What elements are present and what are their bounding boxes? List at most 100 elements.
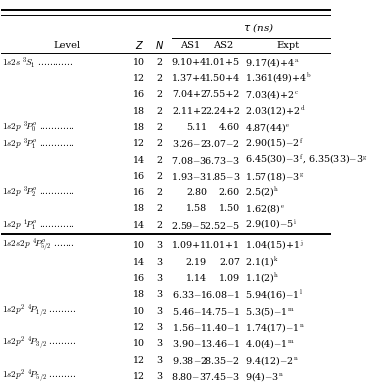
- Text: $N$: $N$: [155, 40, 164, 51]
- Text: 1.01+1: 1.01+1: [205, 242, 240, 250]
- Text: 16: 16: [133, 188, 146, 197]
- Text: 2.1(1)$^{\mathrm{k}}$: 2.1(1)$^{\mathrm{k}}$: [245, 255, 279, 269]
- Text: 2.60: 2.60: [219, 188, 240, 197]
- Text: 14: 14: [133, 221, 145, 230]
- Text: 1.56$-$1: 1.56$-$1: [172, 322, 207, 333]
- Text: 6.08$-$1: 6.08$-$1: [205, 289, 240, 300]
- Text: 2.11+2: 2.11+2: [172, 107, 207, 116]
- Text: 2: 2: [156, 74, 162, 83]
- Text: 2: 2: [156, 172, 162, 181]
- Text: 14: 14: [133, 258, 145, 267]
- Text: 8.80$-$3: 8.80$-$3: [172, 371, 207, 382]
- Text: 2: 2: [156, 58, 162, 67]
- Text: 1.361(49)+4$^{\mathrm{b}}$: 1.361(49)+4$^{\mathrm{b}}$: [245, 72, 311, 85]
- Text: 6.45(30)$-$3$^{\mathrm{f}}$, 6.35(33)$-$3$^{\mathrm{g}}$: 6.45(30)$-$3$^{\mathrm{f}}$, 6.35(33)$-$…: [245, 153, 368, 167]
- Text: 2: 2: [156, 204, 162, 214]
- Text: 12: 12: [133, 74, 145, 83]
- Text: 1.50: 1.50: [219, 204, 240, 214]
- Text: 1.09: 1.09: [219, 274, 240, 283]
- Text: 8.35$-$2: 8.35$-$2: [204, 354, 240, 366]
- Text: 16: 16: [133, 274, 146, 283]
- Text: 2.90(15)$-$2$^{\mathrm{f}}$: 2.90(15)$-$2$^{\mathrm{f}}$: [245, 137, 304, 151]
- Text: 18: 18: [133, 204, 145, 214]
- Text: $1s2p\ ^{1}\!P_{1}^{o}$ ............: $1s2p\ ^{1}\!P_{1}^{o}$ ............: [2, 217, 75, 233]
- Text: $Z$: $Z$: [135, 40, 144, 51]
- Text: 10: 10: [133, 307, 145, 316]
- Text: 6.33$-$1: 6.33$-$1: [172, 289, 207, 300]
- Text: 2.52$-$5: 2.52$-$5: [204, 220, 240, 231]
- Text: $1s2p\ ^{3}\!P_{2}^{o}$ ............: $1s2p\ ^{3}\!P_{2}^{o}$ ............: [2, 185, 75, 200]
- Text: 4.75$-$1: 4.75$-$1: [205, 306, 240, 317]
- Text: $1s2p\ ^{3}\!P_{0}^{o}$ ............: $1s2p\ ^{3}\!P_{0}^{o}$ ............: [2, 119, 75, 135]
- Text: AS1: AS1: [180, 41, 201, 50]
- Text: 2: 2: [156, 107, 162, 116]
- Text: 3.90$-$1: 3.90$-$1: [172, 338, 207, 349]
- Text: 7.55+2: 7.55+2: [205, 90, 240, 99]
- Text: 3: 3: [156, 323, 162, 332]
- Text: 3: 3: [156, 274, 162, 283]
- Text: 3.26$-$2: 3.26$-$2: [172, 138, 207, 149]
- Text: 10: 10: [133, 58, 145, 67]
- Text: 1.62(8)$^{\mathrm{e}}$: 1.62(8)$^{\mathrm{e}}$: [245, 202, 285, 215]
- Text: 1.01+5: 1.01+5: [205, 58, 240, 67]
- Text: 2.59$-$5: 2.59$-$5: [172, 220, 207, 231]
- Text: AS2: AS2: [213, 41, 234, 50]
- Text: 18: 18: [133, 290, 145, 300]
- Text: 1.04(15)+1$^{\mathrm{j}}$: 1.04(15)+1$^{\mathrm{j}}$: [245, 239, 304, 253]
- Text: 3: 3: [156, 242, 162, 250]
- Text: 7.45$-$3: 7.45$-$3: [204, 371, 240, 382]
- Text: 12: 12: [133, 372, 145, 381]
- Text: 2.19: 2.19: [186, 258, 207, 267]
- Text: 7.08$-$3: 7.08$-$3: [171, 154, 207, 166]
- Text: 2.5(2)$^{\mathrm{h}}$: 2.5(2)$^{\mathrm{h}}$: [245, 186, 280, 199]
- Text: 1.14: 1.14: [186, 274, 207, 283]
- Text: 4.87(44)$^{\mathrm{e}}$: 4.87(44)$^{\mathrm{e}}$: [245, 121, 290, 134]
- Text: $1s2p^{2}\ ^{4}\!P_{5/2}$ .........: $1s2p^{2}\ ^{4}\!P_{5/2}$ .........: [2, 367, 76, 384]
- Text: $1s2p^{2}\ ^{4}\!P_{3/2}$ .........: $1s2p^{2}\ ^{4}\!P_{3/2}$ .........: [2, 335, 76, 353]
- Text: 7.03(4)+2$^{\mathrm{c}}$: 7.03(4)+2$^{\mathrm{c}}$: [245, 88, 299, 101]
- Text: 1.1(2)$^{\mathrm{h}}$: 1.1(2)$^{\mathrm{h}}$: [245, 272, 280, 285]
- Text: 16: 16: [133, 90, 146, 99]
- Text: 18: 18: [133, 107, 145, 116]
- Text: 12: 12: [133, 323, 145, 332]
- Text: 3: 3: [156, 339, 162, 348]
- Text: 1.85$-$3: 1.85$-$3: [204, 171, 240, 182]
- Text: 9.38$-$2: 9.38$-$2: [172, 354, 207, 366]
- Text: 2.24+2: 2.24+2: [205, 107, 240, 116]
- Text: 1.93$-$3: 1.93$-$3: [171, 171, 207, 182]
- Text: $1s2p^{2}\ ^{4}\!P_{1/2}$ .........: $1s2p^{2}\ ^{4}\!P_{1/2}$ .........: [2, 303, 76, 320]
- Text: 2: 2: [156, 90, 162, 99]
- Text: 5.46$-$1: 5.46$-$1: [172, 306, 207, 317]
- Text: 1.74(17)$-$1$^{\mathrm{n}}$: 1.74(17)$-$1$^{\mathrm{n}}$: [245, 321, 305, 334]
- Text: 2: 2: [156, 156, 162, 164]
- Text: 3: 3: [156, 372, 162, 381]
- Text: 7.04+2: 7.04+2: [172, 90, 207, 99]
- Text: 1.37+4: 1.37+4: [172, 74, 207, 83]
- Text: 9(4)$-$3$^{\mathrm{n}}$: 9(4)$-$3$^{\mathrm{n}}$: [245, 370, 284, 383]
- Text: 2: 2: [156, 123, 162, 132]
- Text: 2.9(10)$-$5$^{\mathrm{i}}$: 2.9(10)$-$5$^{\mathrm{i}}$: [245, 218, 297, 232]
- Text: 1.57(18)$-$3$^{\mathrm{g}}$: 1.57(18)$-$3$^{\mathrm{g}}$: [245, 170, 304, 183]
- Text: 3: 3: [156, 258, 162, 267]
- Text: 10: 10: [133, 242, 145, 250]
- Text: 14: 14: [133, 156, 145, 164]
- Text: 5.94(16)$-$1$^{\mathrm{l}}$: 5.94(16)$-$1$^{\mathrm{l}}$: [245, 288, 303, 301]
- Text: 1.50+4: 1.50+4: [205, 74, 240, 83]
- Text: 9.17(4)+4$^{\mathrm{a}}$: 9.17(4)+4$^{\mathrm{a}}$: [245, 56, 299, 69]
- Text: 12: 12: [133, 356, 145, 364]
- Text: 2.07: 2.07: [219, 258, 240, 267]
- Text: 3.07$-$2: 3.07$-$2: [204, 138, 240, 149]
- Text: Level: Level: [53, 41, 80, 50]
- Text: 3: 3: [156, 307, 162, 316]
- Text: $1s2s\ ^{3}\!S_{1}$ ............: $1s2s\ ^{3}\!S_{1}$ ............: [2, 55, 74, 70]
- Text: 9.4(12)$-$2$^{\mathrm{n}}$: 9.4(12)$-$2$^{\mathrm{n}}$: [245, 354, 299, 366]
- Text: 1.58: 1.58: [186, 204, 207, 214]
- Text: 5.11: 5.11: [186, 123, 207, 132]
- Text: 4.60: 4.60: [219, 123, 240, 132]
- Text: 3: 3: [156, 290, 162, 300]
- Text: $1s2p\ ^{3}\!P_{1}^{o}$ ............: $1s2p\ ^{3}\!P_{1}^{o}$ ............: [2, 136, 75, 152]
- Text: 9.10+4: 9.10+4: [172, 58, 207, 67]
- Text: 1.09+1: 1.09+1: [172, 242, 207, 250]
- Text: 1.40$-$1: 1.40$-$1: [205, 322, 240, 333]
- Text: 18: 18: [133, 123, 145, 132]
